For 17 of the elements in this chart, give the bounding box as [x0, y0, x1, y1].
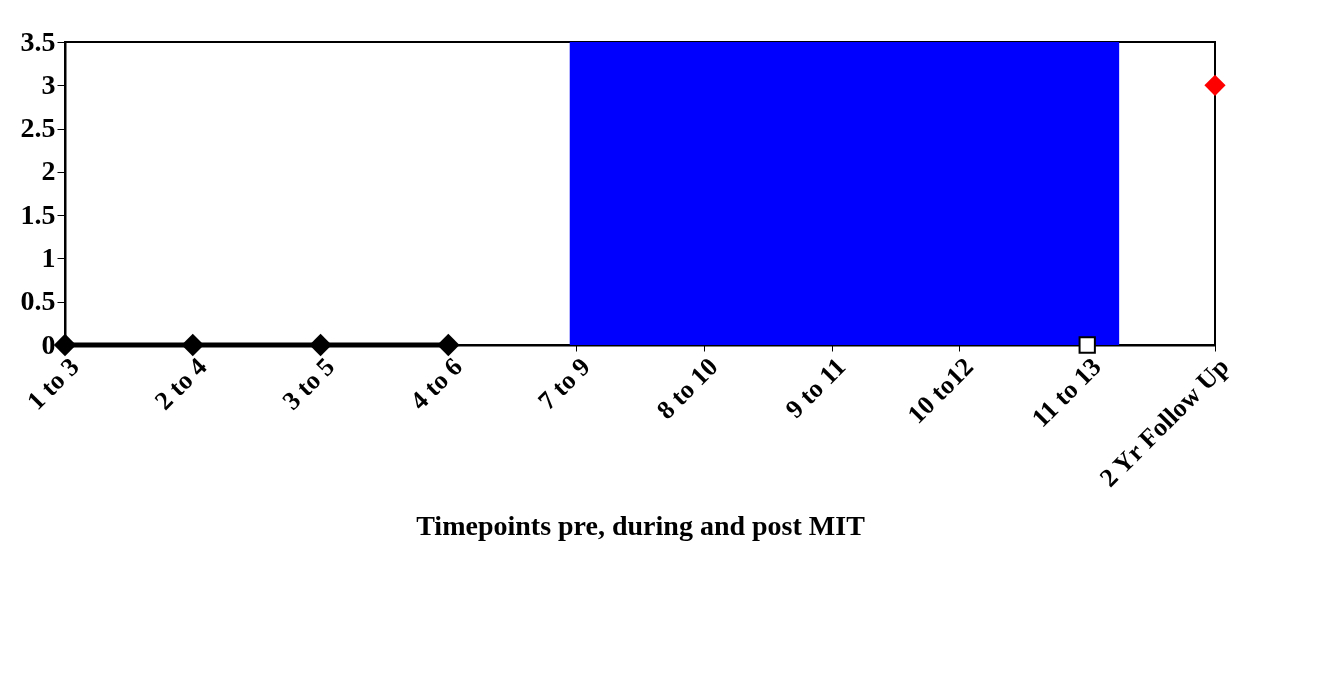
- y-tick-label: 2.5: [20, 112, 56, 144]
- y-tick-label: 0.5: [20, 285, 56, 317]
- x-tick-label: 8 to 10: [650, 352, 724, 425]
- x-tick-label: 9 to 11: [779, 352, 852, 424]
- y-tick-label: 1: [41, 241, 56, 273]
- y-tick-label: 1.5: [20, 198, 56, 230]
- x-tick-label: 7 to 9: [532, 352, 596, 416]
- y-tick-label: 2: [41, 155, 56, 187]
- x-tick-label: 3 to 5: [276, 352, 341, 416]
- x-axis-title: Timepoints pre, during and post MIT: [416, 509, 866, 541]
- x-tick-label: 2 to 4: [148, 352, 213, 416]
- y-tick-label: 0: [41, 328, 56, 360]
- x-tick-label: 4 to 6: [404, 352, 468, 416]
- y-tick-label: 3: [41, 68, 56, 100]
- y-tick-label: 3.5: [20, 25, 56, 57]
- x-tick-label: 11 to 13: [1026, 352, 1107, 433]
- x-tick-label: 10 to12: [901, 352, 980, 430]
